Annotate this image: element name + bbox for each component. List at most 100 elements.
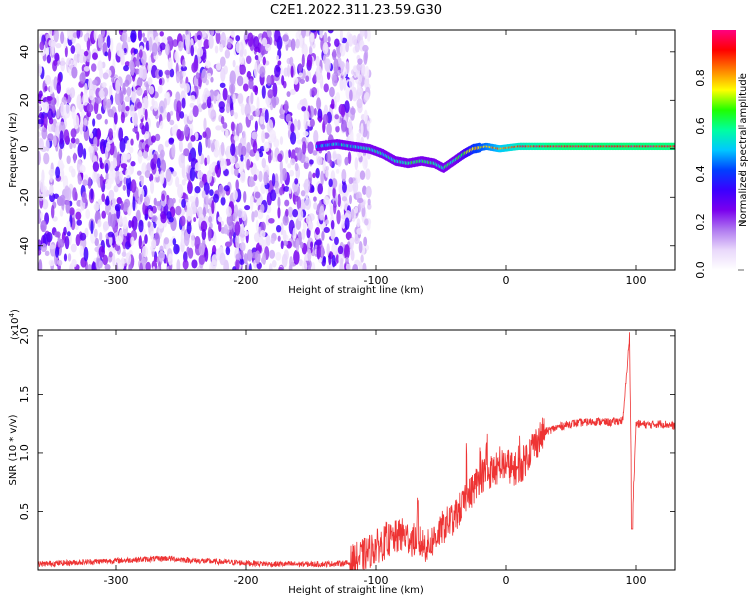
- heatmap-cell: [220, 142, 225, 156]
- heatmap-cell: [271, 96, 277, 109]
- heatmap-cell: [148, 55, 152, 69]
- heatmap-cell: [223, 224, 228, 235]
- heatmap-cell: [315, 65, 323, 80]
- heatmap-cell: [158, 78, 163, 86]
- heatmap-cell: [79, 122, 83, 135]
- heatmap-cell: [183, 148, 190, 157]
- heatmap-cell: [240, 154, 244, 162]
- heatmap-cell: [119, 170, 123, 182]
- heatmap-cell: [176, 129, 182, 140]
- heatmap-cell: [48, 259, 55, 267]
- heatmap-cell: [47, 108, 54, 121]
- heatmap-cell: [130, 91, 137, 103]
- heatmap-cell: [174, 50, 179, 61]
- heatmap-cell: [176, 100, 182, 114]
- heatmap-cell: [150, 180, 155, 194]
- heatmap-cell: [125, 252, 132, 266]
- heatmap-cell: [139, 262, 144, 270]
- colorbar-tick-label: 0.4: [694, 165, 707, 183]
- heatmap-cell: [304, 156, 310, 164]
- spectrogram-frame: [37, 29, 676, 271]
- heatmap-cell: [152, 266, 156, 270]
- heatmap-cell: [64, 235, 70, 250]
- heatmap-cell: [247, 32, 254, 47]
- heatmap-cell: [83, 33, 89, 43]
- heatmap-cell: [310, 185, 315, 193]
- heatmap-cell: [71, 259, 77, 268]
- heatmap-cell: [234, 204, 239, 219]
- heatmap-cell: [288, 149, 292, 159]
- heatmap-cell: [304, 192, 309, 200]
- heatmap-cell: [116, 151, 121, 166]
- heatmap-cell: [60, 101, 65, 117]
- heatmap-cell: [279, 114, 286, 120]
- heatmap-cell: [275, 225, 282, 233]
- heatmap-cell: [246, 158, 251, 171]
- y-tick-label: 0: [18, 145, 31, 152]
- heatmap-cell: [301, 53, 305, 68]
- heatmap-cell: [234, 221, 241, 236]
- heatmap-cell: [144, 95, 149, 109]
- heatmap-cell: [232, 93, 236, 104]
- heatmap-cell: [273, 138, 280, 148]
- heatmap-cell: [70, 243, 77, 253]
- heatmap-cell: [38, 138, 44, 151]
- heatmap-cell: [179, 111, 185, 119]
- heatmap-cell: [339, 61, 345, 70]
- heatmap-cell: [114, 91, 121, 106]
- heatmap-cell: [183, 232, 190, 247]
- heatmap-cell: [352, 34, 357, 46]
- heatmap-cell: [301, 228, 306, 240]
- heatmap-cell: [249, 196, 254, 211]
- heatmap-cell: [141, 245, 149, 258]
- heatmap-cell: [296, 147, 303, 161]
- heatmap-cell: [327, 36, 331, 43]
- heatmap-cell: [241, 210, 247, 222]
- heatmap-cell: [364, 65, 370, 80]
- heatmap-cell: [181, 198, 186, 208]
- heatmap-cell: [237, 122, 243, 134]
- heatmap-cell: [121, 251, 127, 258]
- heatmap-cell: [108, 189, 115, 201]
- heatmap-cell: [165, 43, 170, 56]
- heatmap-cell: [356, 98, 363, 109]
- heatmap-cell: [217, 216, 222, 222]
- heatmap-cell: [256, 96, 260, 111]
- heatmap-cell: [145, 82, 149, 92]
- heatmap-cell: [326, 243, 330, 256]
- spectrogram-x-label: Height of straight line (km): [288, 285, 424, 296]
- heatmap-cell: [290, 38, 296, 51]
- heatmap-cell: [228, 231, 233, 239]
- spectrogram-x-axis: -300 -200 -100 0 100: [104, 30, 647, 287]
- heatmap-cell: [168, 137, 174, 145]
- heatmap-cell: [239, 258, 245, 266]
- heatmap-cell: [320, 245, 324, 259]
- heatmap-cell: [258, 238, 263, 246]
- heatmap-cell: [364, 91, 370, 101]
- heatmap-cell: [293, 77, 299, 85]
- colorbar-tick-label: 0.0: [694, 261, 707, 279]
- heatmap-cell: [324, 219, 330, 225]
- heatmap-cell: [254, 120, 258, 132]
- heatmap-cell: [230, 121, 235, 132]
- heatmap-cell: [125, 174, 132, 190]
- heatmap-cell: [79, 232, 87, 241]
- heatmap-cell: [230, 165, 235, 175]
- heatmap-cell: [49, 173, 53, 183]
- heatmap-cell: [364, 30, 368, 40]
- heatmap-cell: [191, 259, 198, 269]
- heatmap-cell: [40, 220, 47, 233]
- heatmap-cell: [85, 209, 91, 219]
- heatmap-cell: [69, 207, 75, 216]
- heatmap-cell: [246, 141, 251, 154]
- heatmap-cell: [154, 201, 162, 207]
- heatmap-cell: [92, 118, 96, 127]
- heatmap-cell: [75, 138, 80, 145]
- heatmap-cell: [164, 92, 170, 99]
- heatmap-cell: [58, 147, 63, 160]
- heatmap-cell: [88, 77, 93, 91]
- heatmap-cell: [335, 125, 340, 133]
- heatmap-cell: [293, 195, 299, 202]
- heatmap-cell: [274, 64, 281, 78]
- heatmap-cell: [157, 50, 162, 56]
